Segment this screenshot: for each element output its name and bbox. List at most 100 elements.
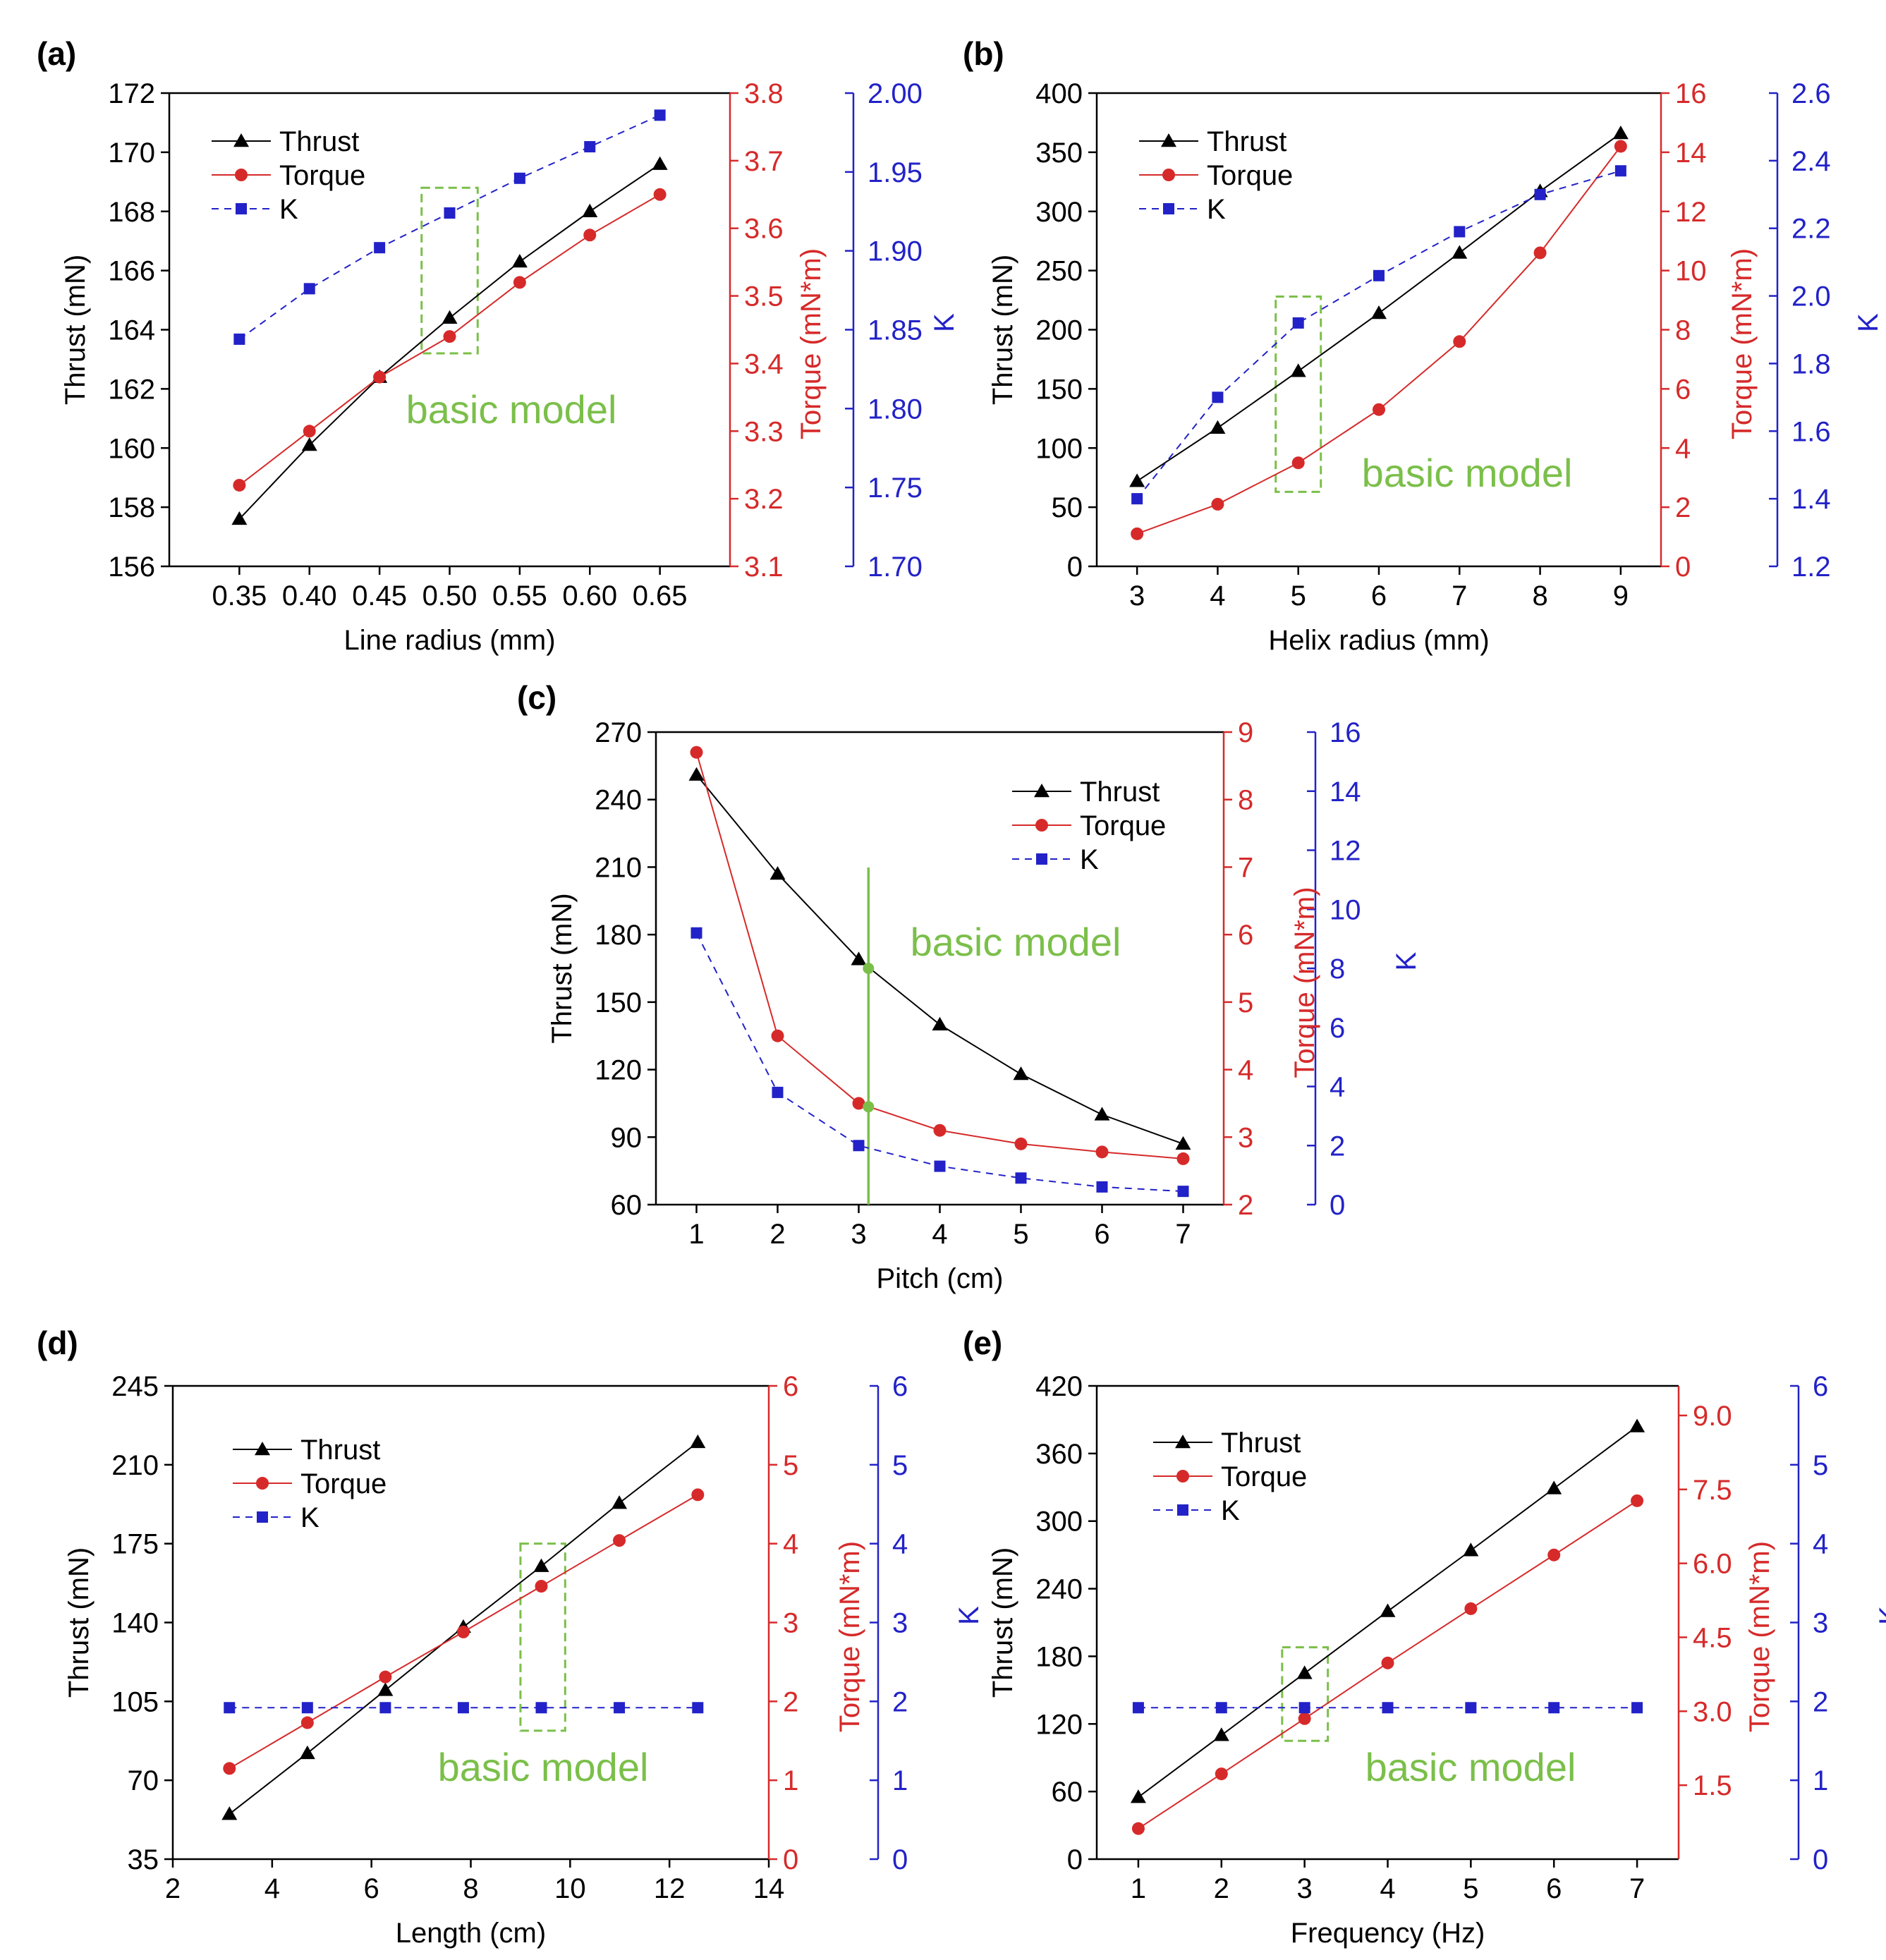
y-axis-title: Thrust (mN) xyxy=(63,1547,95,1698)
y-tick-label: 175 xyxy=(111,1529,159,1560)
x-tick-label: 1 xyxy=(1131,1873,1146,1904)
y3-tick-label: 6 xyxy=(1330,1013,1345,1044)
legend-entry: Torque xyxy=(300,1468,387,1499)
panel-label: (b) xyxy=(963,35,1004,72)
y-tick-label: 0 xyxy=(1067,1844,1083,1875)
data-point-thrust xyxy=(688,767,705,781)
data-point-k xyxy=(1548,1702,1560,1714)
y3-tick-label: 2 xyxy=(892,1686,908,1717)
x-tick-label: 0.45 xyxy=(352,580,407,611)
x-tick-label: 5 xyxy=(1291,580,1306,611)
y2-tick-label: 3.8 xyxy=(744,78,784,109)
data-point-torque xyxy=(1131,527,1144,540)
y-tick-label: 180 xyxy=(595,920,642,951)
x-tick-label: 6 xyxy=(1546,1873,1562,1904)
y3-tick-label: 8 xyxy=(1330,954,1345,985)
y3-tick-label: 12 xyxy=(1330,836,1361,867)
basic-model-annotation: basic model xyxy=(911,920,1121,964)
y2-tick-label: 6 xyxy=(783,1371,798,1402)
x-tick-label: 2 xyxy=(769,1219,785,1250)
x-tick-label: 4 xyxy=(1210,580,1225,611)
basic-model-annotation: basic model xyxy=(438,1745,649,1789)
legend-marker xyxy=(1163,203,1174,214)
data-point-thrust xyxy=(1452,245,1468,259)
y2-tick-label: 0 xyxy=(1675,552,1691,583)
x-tick-label: 0.55 xyxy=(492,580,547,611)
legend-entry: Thrust xyxy=(1207,126,1286,157)
x-tick-label: 12 xyxy=(654,1873,686,1904)
data-point-torque xyxy=(443,330,456,343)
data-point-torque xyxy=(933,1124,947,1137)
y-tick-label: 156 xyxy=(108,552,155,583)
data-point-k xyxy=(535,1702,547,1714)
legend-marker xyxy=(235,169,248,181)
data-point-k xyxy=(692,1702,704,1714)
x-tick-label: 14 xyxy=(753,1873,785,1904)
y2-tick-label: 3.6 xyxy=(744,214,784,245)
data-point-k xyxy=(1177,1186,1189,1198)
x-tick-label: 0.60 xyxy=(562,580,617,611)
panel-label: (c) xyxy=(517,679,556,716)
y3-tick-label: 4 xyxy=(892,1529,908,1560)
y-tick-label: 350 xyxy=(1035,138,1083,169)
y2-tick-label: 2 xyxy=(1238,1190,1253,1221)
y2-tick-label: 10 xyxy=(1675,256,1707,287)
x-tick-label: 10 xyxy=(554,1873,586,1904)
y2-axis-title: Torque (mN*m) xyxy=(834,1541,865,1732)
y3-tick-label: 1.75 xyxy=(868,473,923,504)
data-point-torque xyxy=(1381,1656,1394,1669)
data-point-torque xyxy=(771,1029,784,1042)
x-tick-label: 6 xyxy=(1094,1219,1109,1250)
y3-tick-label: 2 xyxy=(1330,1131,1345,1162)
chart-panel: (b) 3 4 5 6 7 8 9 0 50 100 150 200 250 300 350 400 0 2 4 6 8 1… xyxy=(963,35,1884,656)
y-tick-label: 360 xyxy=(1035,1439,1083,1470)
y2-tick-label: 0 xyxy=(783,1844,798,1875)
data-point-thrust xyxy=(1629,1418,1645,1432)
x-tick-label: 2 xyxy=(1214,1873,1229,1904)
data-point-k xyxy=(301,1702,313,1714)
y2-tick-label: 2 xyxy=(783,1686,798,1717)
legend-entry: Torque xyxy=(1221,1461,1307,1492)
y-tick-label: 180 xyxy=(1035,1641,1083,1672)
y3-axis-title: K xyxy=(1391,951,1422,970)
data-point-k xyxy=(233,333,245,345)
data-point-thrust xyxy=(231,511,248,525)
legend-entry: Torque xyxy=(1207,160,1293,191)
y3-axis-title: K xyxy=(929,313,960,332)
data-point-torque xyxy=(379,1670,392,1684)
y-axis-title: Thrust (mN) xyxy=(60,255,91,405)
y3-axis-title: K xyxy=(1874,1606,1886,1625)
basic-model-highlight-box xyxy=(519,1542,566,1732)
y2-tick-label: 4 xyxy=(1675,433,1691,464)
y3-tick-label: 3 xyxy=(892,1608,908,1639)
data-point-torque xyxy=(1298,1712,1311,1725)
data-point-torque xyxy=(1614,140,1627,153)
y-tick-label: 400 xyxy=(1035,78,1083,109)
data-point-k xyxy=(654,109,666,121)
legend-marker xyxy=(1176,1470,1189,1483)
x-tick-label: 4 xyxy=(1380,1873,1395,1904)
data-point-k xyxy=(1132,1702,1144,1714)
legend-entry: K xyxy=(279,194,298,225)
y2-tick-label: 3.3 xyxy=(744,416,784,447)
y3-tick-label: 5 xyxy=(1813,1450,1828,1481)
y3-tick-label: 6 xyxy=(1813,1371,1828,1402)
y-tick-label: 90 xyxy=(611,1122,643,1153)
legend-marker xyxy=(257,1511,268,1523)
legend-marker xyxy=(256,1477,269,1490)
data-point-thrust xyxy=(652,156,668,170)
y3-axis-title: K xyxy=(954,1606,985,1625)
chart-panel: (a) 0.35 0.40 0.45 0.50 0.55 0.60 0.65 156 158 160… xyxy=(37,35,960,656)
y-tick-label: 250 xyxy=(1035,256,1083,287)
y2-axis-title: Torque (mN*m) xyxy=(796,248,827,439)
legend-marker xyxy=(1161,133,1176,147)
data-point-thrust xyxy=(1296,1665,1313,1679)
data-point-k xyxy=(224,1702,236,1714)
x-tick-label: 5 xyxy=(1463,1873,1478,1904)
y3-tick-label: 6 xyxy=(892,1371,908,1402)
legend-entry: Thrust xyxy=(300,1435,380,1466)
data-point-k xyxy=(1382,1702,1394,1714)
y-tick-label: 166 xyxy=(108,256,155,287)
x-tick-label: 7 xyxy=(1629,1873,1645,1904)
y2-tick-label: 1.5 xyxy=(1693,1770,1732,1801)
